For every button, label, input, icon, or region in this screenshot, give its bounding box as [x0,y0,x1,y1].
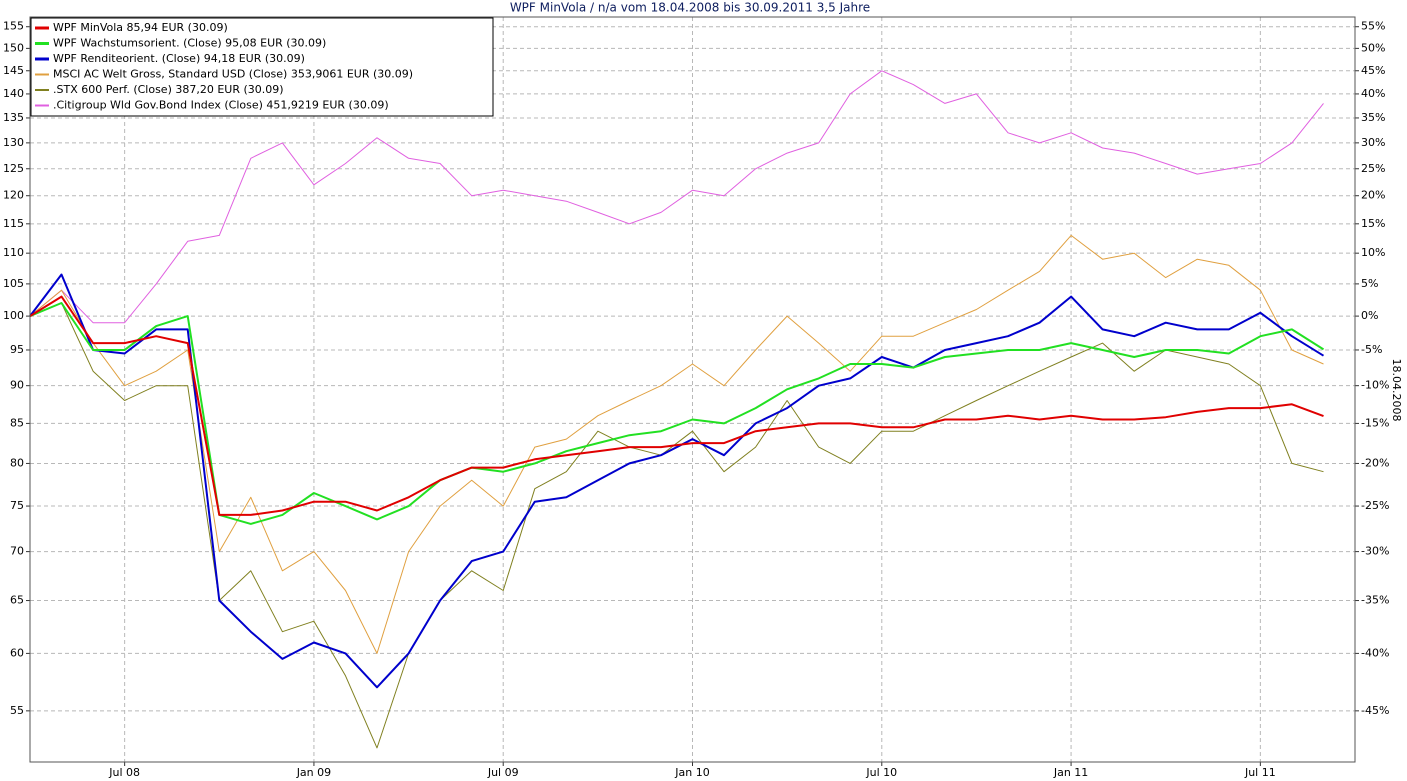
y-tick-label: 130 [3,136,24,149]
y2-tick-label: 30% [1361,136,1385,149]
x-tick-label: Jan 11 [1053,766,1088,779]
y-tick-label: 100 [3,309,24,322]
y-tick-label: 150 [3,41,24,54]
series-line [29,302,1324,749]
y2-tick-label: -40% [1361,646,1389,659]
y-tick-label: 80 [10,456,24,469]
y2-tick-label: 45% [1361,64,1385,77]
y-tick-label: 125 [3,162,24,175]
y2-tick-label: -35% [1361,594,1389,607]
x-tick-label: Jan 09 [296,766,331,779]
y2-tick-label: -15% [1361,416,1389,429]
y2-tick-label: 10% [1361,246,1385,259]
y2-tick-label: 5% [1361,277,1378,290]
chart-title: WPF MinVola / n/a vom 18.04.2008 bis 30.… [510,1,870,15]
y2-tick-label: 40% [1361,87,1385,100]
y2-tick-label: 25% [1361,162,1385,175]
legend-box [30,17,494,117]
y-tick-label: 105 [3,277,24,290]
y2-tick-label: 35% [1361,111,1385,124]
series-line [29,273,1325,689]
side-label: 18.04.2008 [1390,359,1403,422]
y2-tick-label: 50% [1361,41,1385,54]
y-tick-label: 85 [10,416,24,429]
y2-tick-label: 15% [1361,217,1385,230]
y2-tick-label: -5% [1361,343,1382,356]
x-tick-label: Jul 10 [865,766,897,779]
y-tick-label: 140 [3,87,24,100]
y-tick-label: 55 [10,704,24,717]
y-tick-label: 155 [3,20,24,33]
legend-label: .STX 600 Perf. (Close) 387,20 EUR (30.09… [53,83,284,96]
legend-label: WPF MinVola 85,94 EUR (30.09) [53,21,228,34]
y2-tick-label: -45% [1361,704,1389,717]
x-tick-label: Jul 09 [487,766,519,779]
y2-tick-label: -20% [1361,456,1389,469]
y2-tick-label: -25% [1361,499,1389,512]
legend-label: .Citigroup Wld Gov.Bond Index (Close) 45… [53,99,389,112]
y-tick-label: 115 [3,217,24,230]
legend-label: WPF Wachstumsorient. (Close) 95,08 EUR (… [53,37,326,50]
series-line [29,70,1324,324]
y-tick-label: 135 [3,111,24,124]
series-line [29,295,1324,516]
x-tick-label: Jan 10 [674,766,709,779]
y2-tick-label: 20% [1361,189,1385,202]
legend-label: MSCI AC Welt Gross, Standard USD (Close)… [53,68,413,81]
x-tick-label: Jul 08 [108,766,140,779]
x-tick-label: Jul 11 [1244,766,1276,779]
y2-tick-label: -10% [1361,379,1389,392]
y-tick-label: 90 [10,379,24,392]
y-tick-label: 120 [3,189,24,202]
y2-tick-label: 55% [1361,20,1385,33]
y-tick-label: 145 [3,64,24,77]
y2-tick-label: 0% [1361,309,1378,322]
legend-label: WPF Renditeorient. (Close) 94,18 EUR (30… [53,52,305,65]
y-tick-label: 110 [3,246,24,259]
series-line [29,234,1324,654]
plot-border [29,16,1356,763]
y-tick-label: 70 [10,545,24,558]
y2-tick-label: -30% [1361,545,1389,558]
y-tick-label: 95 [10,343,24,356]
y-tick-label: 75 [10,499,24,512]
legend: WPF MinVola 85,94 EUR (30.09) WPF Wachstu… [30,17,494,117]
series-line [29,302,1325,525]
y-tick-label: 65 [10,594,24,607]
y-tick-label: 60 [10,646,24,659]
